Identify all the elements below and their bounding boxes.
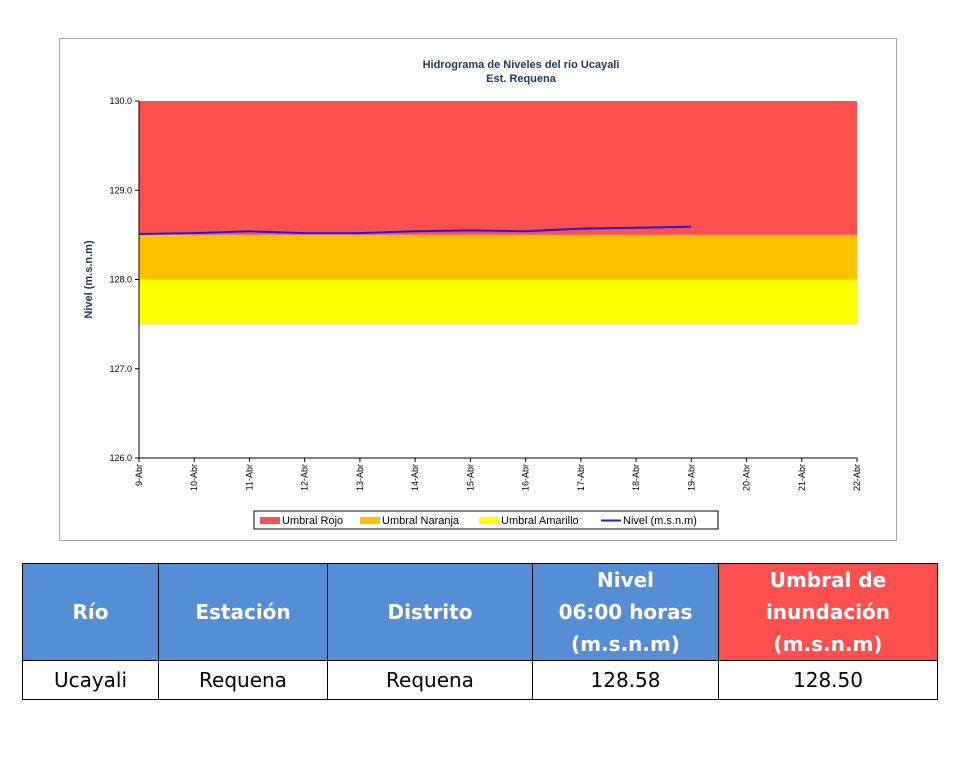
header-umbral-line3: (m.s.n.m) <box>773 632 883 656</box>
y-tick-label: 128.0 <box>109 275 132 285</box>
x-tick-label: 17-Abr <box>576 464 586 491</box>
header-umbral-line2: inundación <box>765 600 891 624</box>
x-tick-label: 22-Abr <box>852 464 862 491</box>
x-tick-label: 12-Abr <box>300 464 310 491</box>
y-tick-label: 127.0 <box>109 364 132 374</box>
cell-rio: Ucayali <box>22 660 159 700</box>
legend-label-3: Nivel (m.s.n.m) <box>623 515 697 527</box>
header-nivel-line3: (m.s.n.m) <box>571 632 680 656</box>
level-table: Río Estación Distrito Nivel 06:00 horas … <box>22 563 938 700</box>
legend-swatch-1 <box>360 517 380 524</box>
band-2 <box>139 279 857 325</box>
band-0 <box>139 101 857 235</box>
cell-estacion: Requena <box>158 660 328 700</box>
y-tick-label: 126.0 <box>109 453 132 463</box>
legend-label-2: Umbral Amarillo <box>501 515 579 527</box>
header-umbral-line1: Umbral de <box>769 568 887 592</box>
x-tick-label: 11-Abr <box>244 464 254 490</box>
cell-umbral: 128.50 <box>718 660 938 700</box>
series-line-0 <box>138 225 692 235</box>
chart-title: Hidrograma de Niveles del río Ucayali <box>423 59 620 71</box>
table-row: Ucayali Requena Requena 128.58 128.50 <box>22 660 938 700</box>
chart-frame: 126.0 127.0 128.0 129.0 130.0 9-Abr 10-Abr 11-A… <box>59 38 897 541</box>
header-umbral: Umbral de inundación (m.s.n.m) <box>718 563 938 661</box>
header-distrito: Distrito <box>327 563 533 661</box>
hydrograph-chart: 126.0 127.0 128.0 129.0 130.0 9-Abr 10-Abr 11-A… <box>83 59 862 530</box>
x-tick-label: 21-Abr <box>797 464 807 491</box>
cell-distrito: Requena <box>327 660 533 700</box>
legend-label-1: Umbral Naranja <box>382 515 460 527</box>
y-tick-label: 130.0 <box>109 96 132 106</box>
header-nivel-line1: Nivel <box>596 568 655 592</box>
header-nivel: Nivel 06:00 horas (m.s.n.m) <box>532 563 719 661</box>
chart-subtitle: Est. Requena <box>486 73 557 85</box>
x-tick-label: 14-Abr <box>410 464 420 491</box>
legend-swatch-0 <box>260 517 280 524</box>
cell-nivel: 128.58 <box>532 660 719 700</box>
legend-swatch-2 <box>479 517 499 524</box>
band-1 <box>139 234 857 280</box>
x-tick-label: 13-Abr <box>355 464 365 491</box>
x-tick-label: 10-Abr <box>189 464 199 491</box>
x-tick-label: 18-Abr <box>631 464 641 491</box>
x-tick-label: 15-Abr <box>465 464 475 491</box>
table-header-row: Río Estación Distrito Nivel 06:00 horas … <box>22 563 938 661</box>
y-axis-label: Nivel (m.s.n.m) <box>83 240 95 319</box>
legend-label-0: Umbral Rojo <box>282 515 343 527</box>
x-tick-label: 16-Abr <box>521 464 531 491</box>
y-tick-label: 129.0 <box>109 185 132 195</box>
x-tick-label: 20-Abr <box>742 464 752 491</box>
x-tick-label: 19-Abr <box>686 464 696 491</box>
header-rio: Río <box>22 563 159 661</box>
header-nivel-line2: 06:00 horas <box>558 600 693 624</box>
x-tick-label: 9-Abr <box>134 464 144 486</box>
header-estacion: Estación <box>158 563 328 661</box>
